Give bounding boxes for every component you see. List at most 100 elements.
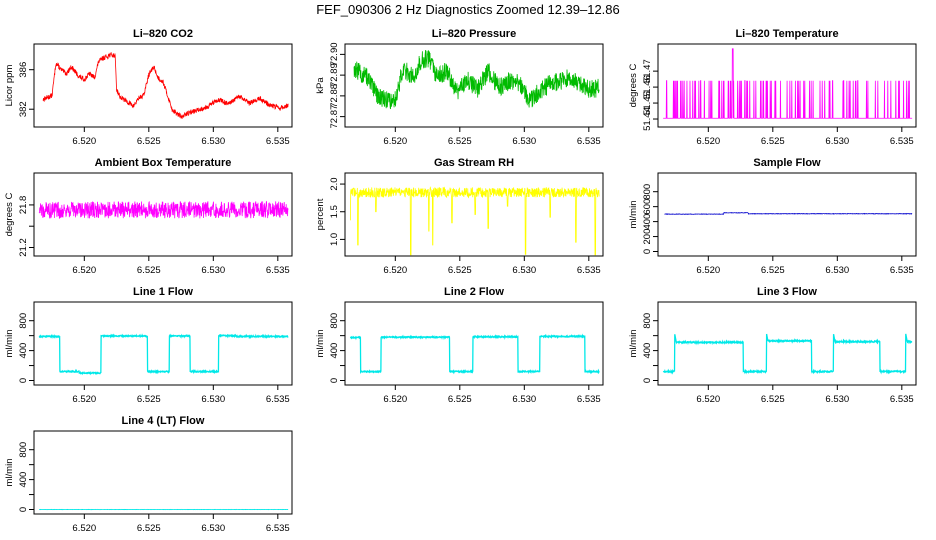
y-tick-label: 51.45: [642, 91, 653, 115]
y-tick-label: 1.5: [329, 205, 340, 218]
y-tick-label: 21.8: [18, 196, 29, 215]
x-tick-label: 6.520: [72, 394, 96, 405]
y-tick-label: 400: [18, 472, 29, 488]
panel-rh: Gas Stream RH 6.520 6.525 6.530 6.535 1.0 1.5 2…: [315, 157, 604, 276]
figure-title: FEF_090306 2 Hz Diagnostics Zoomed 12.39…: [316, 2, 620, 17]
x-tick-label: 6.525: [137, 136, 161, 147]
y-tick-label: 51.46: [642, 75, 653, 99]
x-tick-label: 6.525: [448, 136, 472, 147]
y-tick-label: 72.87: [329, 105, 340, 129]
y-tick-label: 72.89: [329, 63, 340, 87]
x-tick-label: 6.520: [696, 136, 720, 147]
series-line-line1: [38, 333, 289, 376]
y-tick-label: 51.44: [642, 107, 653, 131]
panel-title: Sample Flow: [753, 157, 821, 169]
plot-frame: [657, 172, 917, 257]
y-tick-label: 400: [18, 343, 29, 359]
x-tick-label: 6.525: [761, 136, 785, 147]
panel-line1: Line 1 Flow 6.520 6.525 6.530 6.535 0 400 800ml…: [4, 286, 293, 405]
x-tick-label: 6.525: [448, 394, 472, 405]
y-axis-label: degrees C: [628, 63, 639, 107]
y-tick-label: 200: [642, 229, 653, 245]
plot-frame: [33, 43, 293, 128]
panel-title: Gas Stream RH: [434, 157, 514, 169]
y-tick-label: 1.0: [329, 233, 340, 246]
x-tick-label: 6.530: [512, 136, 536, 147]
panels: Li–820 CO2 6.520 6.525 6.530 6.535 382 386Lico…: [4, 28, 917, 534]
y-tick-label: 51.47: [642, 59, 653, 83]
y-tick-label: 386: [18, 62, 29, 78]
y-tick-label: 400: [329, 343, 340, 359]
series-line-pressure: [353, 49, 600, 110]
series-line-line3: [662, 333, 913, 375]
panel-title: Li–820 Pressure: [432, 28, 516, 40]
y-tick-label: 800: [18, 313, 29, 329]
y-tick-label: 800: [329, 313, 340, 329]
x-tick-label: 6.520: [72, 523, 96, 534]
x-tick-label: 6.520: [72, 265, 96, 276]
y-axis-label: ml/min: [315, 330, 326, 358]
x-tick-label: 6.535: [266, 394, 290, 405]
x-tick-label: 6.535: [577, 394, 601, 405]
panel-line3: Line 3 Flow 6.520 6.525 6.530 6.535 0 400 800ml…: [628, 286, 917, 405]
y-axis-label: ml/min: [628, 330, 639, 358]
y-axis-label: ml/min: [4, 459, 15, 487]
plot-frame: [33, 430, 293, 515]
panel-pressure: Li–820 Pressure 6.520 6.525 6.530 6.535 72.87…: [315, 28, 604, 147]
y-tick-label: 21.2: [18, 238, 29, 257]
series-line-co2: [42, 51, 289, 119]
plot-frame: [33, 301, 293, 386]
panel-title: Line 4 (LT) Flow: [122, 415, 205, 427]
panel-title: Ambient Box Temperature: [95, 157, 232, 169]
x-tick-label: 6.530: [512, 265, 536, 276]
panel-line4: Line 4 (LT) Flow 6.520 6.525 6.530 6.535 0 400…: [4, 415, 293, 534]
panel-title: Li–820 Temperature: [735, 28, 838, 40]
x-tick-label: 6.525: [137, 265, 161, 276]
series-line-line2: [349, 333, 600, 375]
x-tick-label: 6.530: [825, 394, 849, 405]
y-axis-label: ml/min: [628, 201, 639, 229]
plot-frame: [657, 43, 917, 128]
x-tick-label: 6.530: [825, 265, 849, 276]
y-tick-label: 0: [18, 378, 29, 383]
y-tick-label: 382: [18, 101, 29, 117]
plot-frame: [344, 43, 604, 128]
x-tick-label: 6.520: [696, 265, 720, 276]
x-tick-label: 6.520: [383, 265, 407, 276]
y-tick-label: 400: [642, 343, 653, 359]
y-axis-label: kPa: [315, 77, 326, 94]
x-tick-label: 6.525: [448, 265, 472, 276]
series-line-sample: [664, 212, 913, 215]
y-axis-label: Licor ppm: [4, 65, 15, 107]
x-tick-label: 6.530: [201, 394, 225, 405]
y-tick-label: 800: [642, 313, 653, 329]
x-tick-label: 6.535: [890, 265, 914, 276]
series-line-ambient: [38, 200, 289, 219]
y-tick-label: 0: [642, 249, 653, 254]
y-tick-label: 400: [642, 214, 653, 230]
y-tick-label: 2.0: [329, 177, 340, 190]
y-tick-label: 72.88: [329, 84, 340, 108]
x-tick-label: 6.535: [266, 136, 290, 147]
x-tick-label: 6.525: [137, 394, 161, 405]
x-tick-label: 6.525: [761, 265, 785, 276]
y-tick-label: 800: [642, 184, 653, 200]
x-tick-label: 6.535: [890, 136, 914, 147]
panel-line2: Line 2 Flow 6.520 6.525 6.530 6.535 0 400 800ml…: [315, 286, 604, 405]
x-tick-label: 6.535: [266, 265, 290, 276]
panel-sample: Sample Flow 6.520 6.525 6.530 6.535 0 20040060…: [628, 157, 917, 276]
plot-frame: [344, 172, 604, 257]
x-tick-label: 6.520: [696, 394, 720, 405]
y-tick-label: 600: [642, 199, 653, 215]
panel-title: Line 2 Flow: [444, 286, 504, 298]
panel-title: Li–820 CO2: [133, 28, 193, 40]
x-tick-label: 6.535: [577, 136, 601, 147]
series-line-temp: [663, 48, 913, 119]
panel-co2: Li–820 CO2 6.520 6.525 6.530 6.535 382 386Lico…: [4, 28, 293, 147]
y-tick-label: 0: [329, 378, 340, 383]
y-axis-label: degrees C: [4, 192, 15, 236]
panel-title: Line 1 Flow: [133, 286, 193, 298]
y-tick-label: 0: [18, 507, 29, 512]
x-tick-label: 6.530: [512, 394, 536, 405]
x-tick-label: 6.520: [383, 394, 407, 405]
